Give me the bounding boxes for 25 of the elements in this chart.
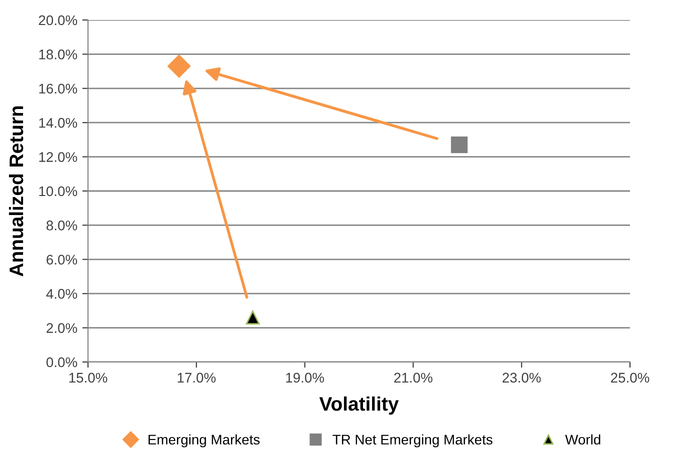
y-tick-label: 12.0%: [39, 152, 78, 162]
x-tick-label: 17.0%: [178, 372, 216, 383]
legend-label: World: [565, 434, 600, 445]
legend-label: Emerging Markets: [148, 434, 260, 448]
x-tick-label: 15.0%: [69, 372, 108, 383]
legend-label: TR Net Emerging Markets: [332, 434, 492, 448]
y-tick-label: 6.0%: [46, 254, 78, 265]
x-tick-label: 21.0%: [394, 372, 432, 383]
y-tick-label: 4.0%: [46, 288, 78, 299]
y-tick-label: 10.0%: [39, 186, 78, 196]
y-tick-label: 2.0%: [46, 323, 78, 333]
point: [246, 310, 260, 324]
x-tick-label: 25.0%: [611, 372, 650, 383]
y-tick-label: 18.0%: [39, 50, 78, 60]
y-tick-label: 20.0%: [38, 15, 78, 26]
point: [168, 54, 191, 78]
point: [450, 136, 468, 154]
x-axis-title: Volatility: [319, 396, 399, 415]
y-axis-title: Annualized Return: [8, 106, 24, 276]
y-tick-label: 16.0%: [39, 84, 78, 94]
y-tick-label: 14.0%: [39, 118, 78, 128]
x-tick-label: 19.0%: [286, 372, 324, 383]
y-tick-label: 0.0%: [46, 357, 78, 368]
y-tick-label: 8.0%: [46, 220, 78, 230]
x-tick-label: 23.0%: [502, 372, 541, 383]
